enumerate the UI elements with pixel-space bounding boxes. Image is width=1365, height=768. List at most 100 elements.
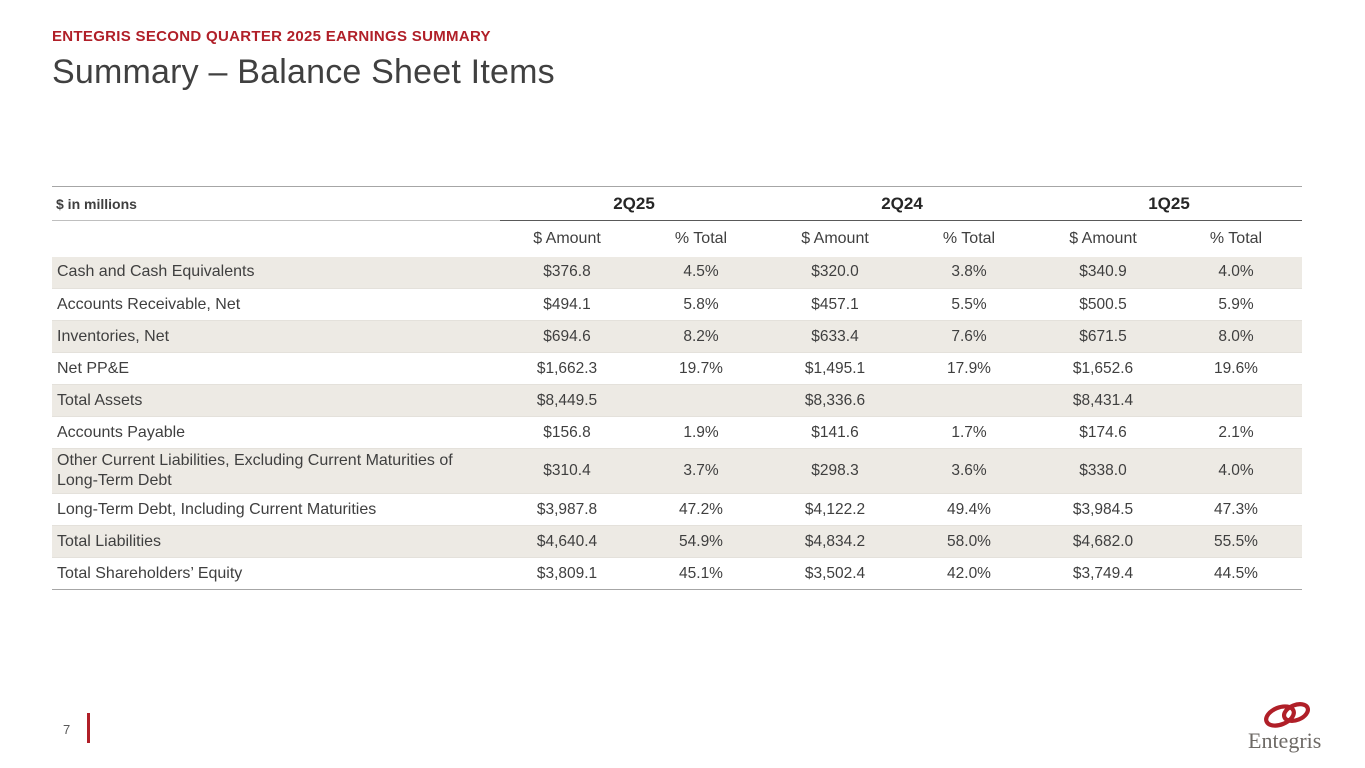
- row-label: Long-Term Debt, Including Current Maturi…: [57, 500, 377, 518]
- row-label: Total Liabilities: [52, 525, 500, 558]
- page-number: 7: [63, 722, 71, 737]
- amount-cell: $340.9: [1036, 256, 1170, 289]
- percent-cell: 47.2%: [679, 500, 723, 518]
- amount-cell: $494.1: [543, 295, 591, 313]
- percent-cell: 4.0%: [1170, 256, 1302, 289]
- amount-header: $ Amount: [533, 229, 601, 247]
- quarter-header-2q25: 2Q25: [500, 186, 768, 221]
- logo-wordmark: Entegris: [1248, 728, 1321, 753]
- amount-cell: $3,984.5: [1072, 500, 1134, 518]
- table-row: Inventories, Net $694.6 8.2% $633.4 7.6%…: [52, 320, 1302, 353]
- amount-cell: $4,682.0: [1036, 525, 1170, 558]
- percent-cell: 4.5%: [634, 256, 768, 289]
- balance-sheet-table: $ in millions 2Q25 2Q24 1Q25 $ Amount % …: [52, 186, 1302, 590]
- amount-header: $ Amount: [1069, 229, 1137, 247]
- percent-cell: 2.1%: [1218, 423, 1254, 441]
- table-row: Net PP&E $1,662.3 19.7% $1,495.1 17.9% $…: [52, 352, 1302, 385]
- percent-cell: 3.8%: [902, 256, 1036, 289]
- amount-cell: $1,495.1: [804, 359, 866, 377]
- amount-cell: $4,640.4: [500, 525, 634, 558]
- percent-cell: 8.2%: [634, 320, 768, 353]
- amount-cell: $4,122.2: [804, 500, 866, 518]
- row-label: Accounts Receivable, Net: [57, 295, 241, 313]
- row-label: Total Assets: [52, 384, 500, 417]
- amount-cell: $141.6: [811, 423, 859, 441]
- percent-cell: 45.1%: [679, 564, 723, 582]
- table-row: Other Current Liabilities, Excluding Cur…: [52, 448, 1302, 494]
- percent-cell: 42.0%: [947, 564, 991, 582]
- amount-cell: $338.0: [1036, 448, 1170, 494]
- quarter-header-1q25: 1Q25: [1036, 186, 1302, 221]
- entegris-logo: Entegris: [1248, 702, 1321, 753]
- row-label: Net PP&E: [57, 359, 130, 377]
- table-row: Accounts Payable $156.8 1.9% $141.6 1.7%…: [52, 416, 1302, 449]
- amount-cell: $694.6: [500, 320, 634, 353]
- percent-cell: 55.5%: [1170, 525, 1302, 558]
- amount-cell: $3,749.4: [1072, 564, 1134, 582]
- percent-cell: 54.9%: [634, 525, 768, 558]
- percent-cell: 8.0%: [1170, 320, 1302, 353]
- percent-header: % Total: [942, 229, 996, 247]
- page-number-accent-bar: [87, 713, 90, 743]
- percent-cell: 5.5%: [951, 295, 987, 313]
- row-label: Cash and Cash Equivalents: [52, 256, 500, 289]
- table-row: Long-Term Debt, Including Current Maturi…: [52, 493, 1302, 526]
- table-row: Accounts Receivable, Net $494.1 5.8% $45…: [52, 288, 1302, 321]
- table-row: Total Shareholders’ Equity $3,809.1 45.1…: [52, 557, 1302, 590]
- unit-label: $ in millions: [52, 186, 500, 221]
- amount-cell: $376.8: [500, 256, 634, 289]
- sub-header-spacer: [52, 221, 500, 257]
- amount-cell: $8,431.4: [1036, 384, 1170, 417]
- percent-cell: 19.7%: [679, 359, 723, 377]
- amount-cell: $8,336.6: [768, 384, 902, 417]
- amount-cell: $8,449.5: [500, 384, 634, 417]
- table-row: Total Assets $8,449.5 $8,336.6 $8,431.4: [52, 384, 1302, 417]
- amount-cell: $1,662.3: [536, 359, 598, 377]
- amount-cell: $3,987.8: [536, 500, 598, 518]
- amount-cell: $671.5: [1036, 320, 1170, 353]
- logo-rings-icon: [1264, 702, 1311, 728]
- amount-cell: $4,834.2: [768, 525, 902, 558]
- row-label: Accounts Payable: [57, 423, 186, 441]
- percent-cell: 5.9%: [1218, 295, 1254, 313]
- table-row: Cash and Cash Equivalents $376.8 4.5% $3…: [52, 256, 1302, 289]
- percent-cell: 19.6%: [1214, 359, 1258, 377]
- sub-header-row: $ Amount % Total $ Amount % Total $ Amou…: [52, 221, 1302, 257]
- percent-cell: 17.9%: [947, 359, 991, 377]
- row-label: Total Shareholders’ Equity: [57, 564, 243, 582]
- row-label: Inventories, Net: [52, 320, 500, 353]
- page-title: Summary – Balance Sheet Items: [52, 53, 555, 91]
- percent-cell: [1170, 384, 1302, 417]
- amount-header: $ Amount: [801, 229, 869, 247]
- amount-cell: $1,652.6: [1072, 359, 1134, 377]
- amount-cell: $633.4: [768, 320, 902, 353]
- amount-cell: $457.1: [811, 295, 859, 313]
- percent-cell: 7.6%: [902, 320, 1036, 353]
- balance-sheet-table-container: $ in millions 2Q25 2Q24 1Q25 $ Amount % …: [52, 186, 1302, 590]
- percent-cell: 3.6%: [902, 448, 1036, 494]
- percent-cell: [634, 384, 768, 417]
- amount-cell: $3,809.1: [536, 564, 598, 582]
- percent-cell: 3.7%: [634, 448, 768, 494]
- amount-cell: $310.4: [500, 448, 634, 494]
- percent-cell: 58.0%: [902, 525, 1036, 558]
- quarter-header-row: $ in millions 2Q25 2Q24 1Q25: [52, 186, 1302, 221]
- percent-cell: 44.5%: [1214, 564, 1258, 582]
- percent-cell: 47.3%: [1214, 500, 1258, 518]
- amount-cell: $298.3: [768, 448, 902, 494]
- percent-header: % Total: [674, 229, 728, 247]
- percent-cell: 49.4%: [947, 500, 991, 518]
- percent-header: % Total: [1209, 229, 1263, 247]
- slide-header: ENTEGRIS SECOND QUARTER 2025 EARNINGS SU…: [52, 28, 555, 92]
- amount-cell: $156.8: [543, 423, 591, 441]
- amount-cell: $174.6: [1079, 423, 1127, 441]
- row-label: Other Current Liabilities, Excluding Cur…: [52, 448, 500, 494]
- table-row: Total Liabilities $4,640.4 54.9% $4,834.…: [52, 525, 1302, 558]
- percent-cell: 1.7%: [951, 423, 987, 441]
- percent-cell: [902, 384, 1036, 417]
- amount-cell: $320.0: [768, 256, 902, 289]
- amount-cell: $500.5: [1079, 295, 1127, 313]
- amount-cell: $3,502.4: [804, 564, 866, 582]
- percent-cell: 4.0%: [1170, 448, 1302, 494]
